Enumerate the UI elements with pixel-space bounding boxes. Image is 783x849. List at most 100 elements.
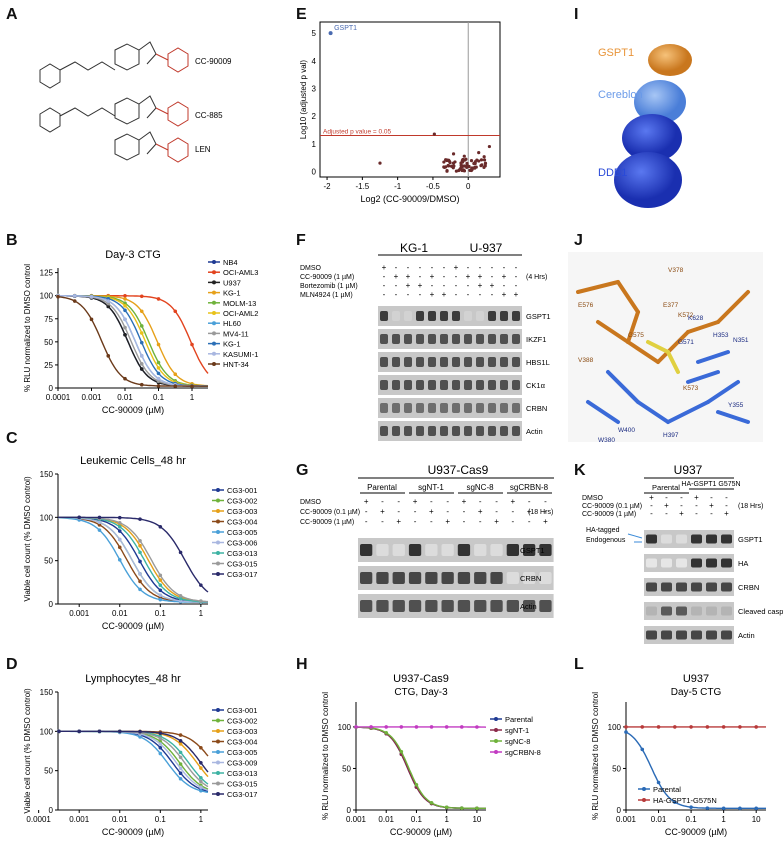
chemical-structures: CC-90009 CC-885 LEN bbox=[39, 41, 232, 163]
D-series-line-1 bbox=[58, 730, 209, 790]
B-series-8-point-6 bbox=[156, 371, 161, 376]
e-point-65 bbox=[483, 161, 488, 165]
f-band-1-9 bbox=[488, 334, 496, 344]
f-treatment-2-sign-8: + bbox=[478, 281, 483, 290]
e-plot-frame bbox=[319, 21, 501, 178]
g-treatment-0-sign-8: - bbox=[495, 497, 498, 506]
f-band-2-11 bbox=[512, 357, 520, 367]
f-band-4-9 bbox=[488, 403, 496, 413]
B-series-9-point-5 bbox=[139, 354, 144, 358]
k-band-3-0 bbox=[646, 606, 657, 616]
f-band-4-2 bbox=[404, 403, 412, 413]
C-legend-label-3: CG3-004 bbox=[227, 518, 257, 527]
f-treatment-1-sign-8: + bbox=[478, 272, 483, 281]
f-band-1-0 bbox=[380, 334, 388, 344]
e-point-47 bbox=[473, 165, 477, 169]
f-band-0-10 bbox=[500, 311, 508, 321]
L-series-1-point-8 bbox=[754, 725, 759, 729]
k-band-0-3 bbox=[691, 534, 702, 544]
B-legend-label-3: KG-1 bbox=[223, 289, 241, 298]
f-band-5-11 bbox=[512, 426, 520, 436]
C-legend-marker-3 bbox=[216, 519, 220, 524]
C-x-tick-label-0: 0.001 bbox=[69, 609, 90, 618]
k-treatment-0-sign-1: - bbox=[665, 493, 668, 502]
g-blot-strip-0 bbox=[358, 538, 554, 562]
L-series-line-0 bbox=[625, 731, 766, 809]
g-band-0-11 bbox=[539, 544, 552, 556]
L-series-0-point-2 bbox=[656, 780, 661, 785]
f-band-3-1 bbox=[392, 380, 400, 390]
f-treatment-label-0: DMSO bbox=[300, 265, 322, 272]
C-series-6-point-3 bbox=[138, 550, 142, 555]
j-residue-label-11: K572 bbox=[678, 312, 694, 319]
f-band-3-9 bbox=[488, 380, 496, 390]
e-point-outlier-1 bbox=[378, 161, 382, 165]
g-treatment-0-sign-1: - bbox=[381, 497, 384, 506]
C-series-3-point-3 bbox=[138, 579, 142, 584]
B-legend-marker-5 bbox=[212, 311, 216, 315]
C-legend-label-2: CG3-003 bbox=[227, 507, 257, 516]
j-stick-8 bbox=[606, 370, 640, 404]
B-y-label: % RLU normalized to DMSO control bbox=[23, 264, 32, 392]
D-series-8-point-2 bbox=[77, 729, 82, 734]
D-series-3-point-7 bbox=[178, 733, 183, 737]
f-band-2-10 bbox=[500, 357, 508, 367]
k-treatment-1-sign-1: + bbox=[664, 501, 669, 510]
g-header-1: sgNT-1 bbox=[418, 483, 444, 492]
g-treatment-2-sign-4: - bbox=[430, 517, 433, 526]
f-band-2-3 bbox=[416, 357, 424, 367]
B-series-2-point-4 bbox=[123, 332, 127, 337]
D-legend-marker-2 bbox=[216, 729, 220, 733]
g-blot-strip-1 bbox=[358, 566, 554, 590]
compound-label-2: LEN bbox=[195, 145, 211, 154]
g-time-label: (18 Hrs) bbox=[528, 509, 553, 516]
e-point-64 bbox=[444, 165, 448, 169]
f-band-2-7 bbox=[464, 357, 472, 367]
e-point-50 bbox=[445, 169, 449, 173]
C-series-5-point-4 bbox=[158, 593, 163, 598]
D-legend-marker-7 bbox=[216, 781, 220, 786]
B-series-1-point-5 bbox=[139, 294, 144, 299]
k-treatment-label-0: DMSO bbox=[582, 495, 604, 502]
f-band-3-2 bbox=[404, 380, 412, 390]
g-treatment-1-sign-5: - bbox=[446, 507, 449, 516]
f-treatment-0-sign-11: - bbox=[515, 263, 518, 272]
B-y-tick-label-2: 50 bbox=[44, 338, 53, 347]
f-treatment-label-2: Bortezomib (1 µM) bbox=[300, 283, 358, 290]
g-band-0-1 bbox=[376, 544, 389, 556]
C-series-3-point-2 bbox=[117, 545, 122, 550]
f-band-4-6 bbox=[452, 403, 460, 413]
j-residue-label-3: E576 bbox=[578, 302, 594, 309]
B-series-9-point-1 bbox=[72, 294, 77, 298]
chart-e-volcano: Adjusted p value = 0.05 -2 -1.5 -1 -0.5 0 0 1 2 3… bbox=[299, 21, 501, 204]
g-treatment-1-sign-3: - bbox=[414, 507, 417, 516]
f-treatment-2-sign-1: - bbox=[395, 281, 398, 290]
j-residue-label-6: K628 bbox=[688, 315, 704, 322]
L-x-tick-label-2: 0.1 bbox=[686, 815, 698, 824]
C-series-7-point-6 bbox=[199, 599, 203, 603]
g-band-0-0 bbox=[360, 544, 373, 556]
k-band-0-0 bbox=[646, 534, 657, 544]
f-treatment-0-sign-1: - bbox=[395, 263, 398, 272]
D-series-1-point-6 bbox=[158, 739, 163, 744]
C-series-0-point-3 bbox=[138, 559, 142, 564]
B-series-line-8 bbox=[58, 295, 209, 387]
H-series-3-point-1 bbox=[369, 725, 373, 729]
B-series-1-point-8 bbox=[190, 342, 194, 347]
chart-c-leukemic-cells: Leukemic Cells_48 hr 0.001 0.01 0.1 1 0 50 100 1… bbox=[23, 455, 257, 631]
k-band-0-4 bbox=[706, 534, 717, 544]
f-treatment-2-sign-11: - bbox=[515, 281, 518, 290]
B-title: Day-3 CTG bbox=[105, 249, 161, 261]
f-protein-label-0: GSPT1 bbox=[526, 312, 551, 321]
B-series-4-point-5 bbox=[139, 324, 144, 328]
C-x-tick-label-3: 1 bbox=[199, 609, 204, 618]
B-series-10-point-8 bbox=[190, 384, 194, 388]
g-band-1-5 bbox=[441, 572, 454, 584]
f-treatment-1-sign-7: + bbox=[466, 272, 471, 281]
f-band-5-8 bbox=[476, 426, 484, 436]
panel-label-i: I bbox=[574, 6, 579, 23]
B-series-line-7 bbox=[57, 295, 208, 387]
g-treatment-2-sign-6: - bbox=[463, 517, 466, 526]
C-legend-marker-8 bbox=[216, 572, 220, 576]
D-series-line-6 bbox=[58, 730, 209, 785]
